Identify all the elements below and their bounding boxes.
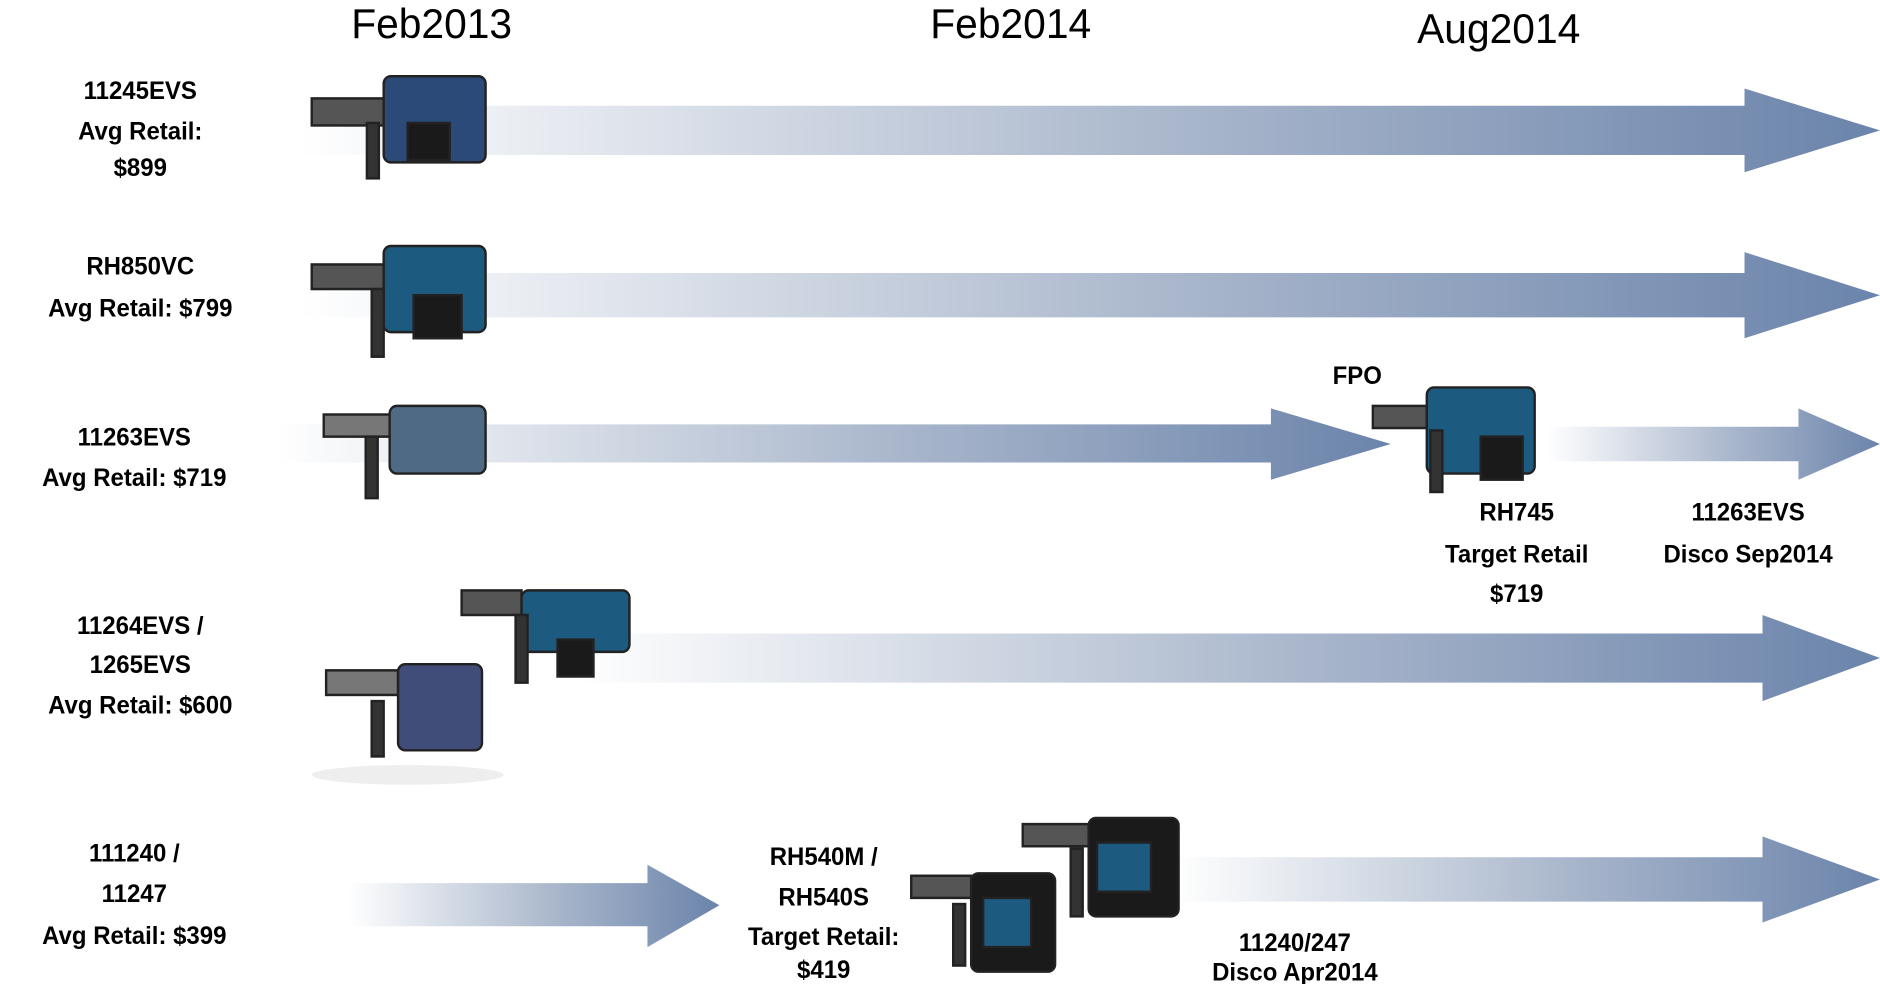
- page: Feb2013 Feb2014 Aug2014 11245EVS Avg Ret…: [0, 0, 1880, 984]
- date-label: Feb2013: [351, 1, 512, 48]
- annotation: RH540S: [778, 884, 869, 911]
- row-labels: 11245EVS Avg Retail: $899 RH850VC Avg Re…: [42, 77, 232, 949]
- row-label: Avg Retail: $600: [48, 692, 232, 719]
- annotation: $719: [1490, 581, 1543, 608]
- tool-icon: [1373, 387, 1535, 492]
- annotation: Target Retail: [1445, 541, 1588, 568]
- row-label: 11264EVS /: [77, 613, 204, 640]
- annotation: 11240/247: [1239, 930, 1351, 957]
- row-label: 11245EVS: [84, 77, 197, 104]
- row-label: 11263EVS: [78, 424, 191, 451]
- row-label: $899: [114, 155, 167, 182]
- row-label: Avg Retail: $799: [48, 295, 232, 322]
- date-label: Feb2014: [930, 1, 1091, 48]
- arrow: [300, 89, 1880, 173]
- annotation: Disco Apr2014: [1212, 959, 1378, 984]
- arrow: [1547, 408, 1880, 479]
- row-label: RH850VC: [86, 253, 194, 280]
- annotation: $419: [797, 957, 850, 984]
- tool-icon: [911, 873, 1055, 971]
- annotation: RH540M /: [770, 844, 878, 871]
- dates: Feb2013 Feb2014 Aug2014: [351, 1, 1580, 53]
- date-label: Aug2014: [1417, 6, 1580, 53]
- row-label: Avg Retail:: [78, 118, 202, 145]
- annotation: FPO: [1333, 363, 1382, 390]
- tool-icon: [312, 664, 504, 785]
- annotation: Disco Sep2014: [1664, 541, 1834, 568]
- row-label: Avg Retail: $399: [42, 922, 226, 949]
- arrow: [300, 252, 1880, 338]
- arrow: [576, 615, 1880, 701]
- timeline: Feb2013 Feb2014 Aug2014 11245EVS Avg Ret…: [0, 0, 1880, 984]
- tool-icons: [312, 76, 1535, 971]
- annotation: Target Retail:: [748, 924, 899, 951]
- annotation: 11263EVS: [1691, 499, 1804, 526]
- row-label: 1265EVS: [90, 652, 191, 679]
- annotation: RH745: [1479, 499, 1554, 526]
- row-label: Avg Retail: $719: [42, 465, 226, 492]
- row-label: 111240 /: [89, 840, 180, 867]
- row-label: 11247: [102, 881, 167, 908]
- arrow: [348, 865, 720, 947]
- arrows: [276, 89, 1880, 948]
- arrow: [1175, 836, 1880, 922]
